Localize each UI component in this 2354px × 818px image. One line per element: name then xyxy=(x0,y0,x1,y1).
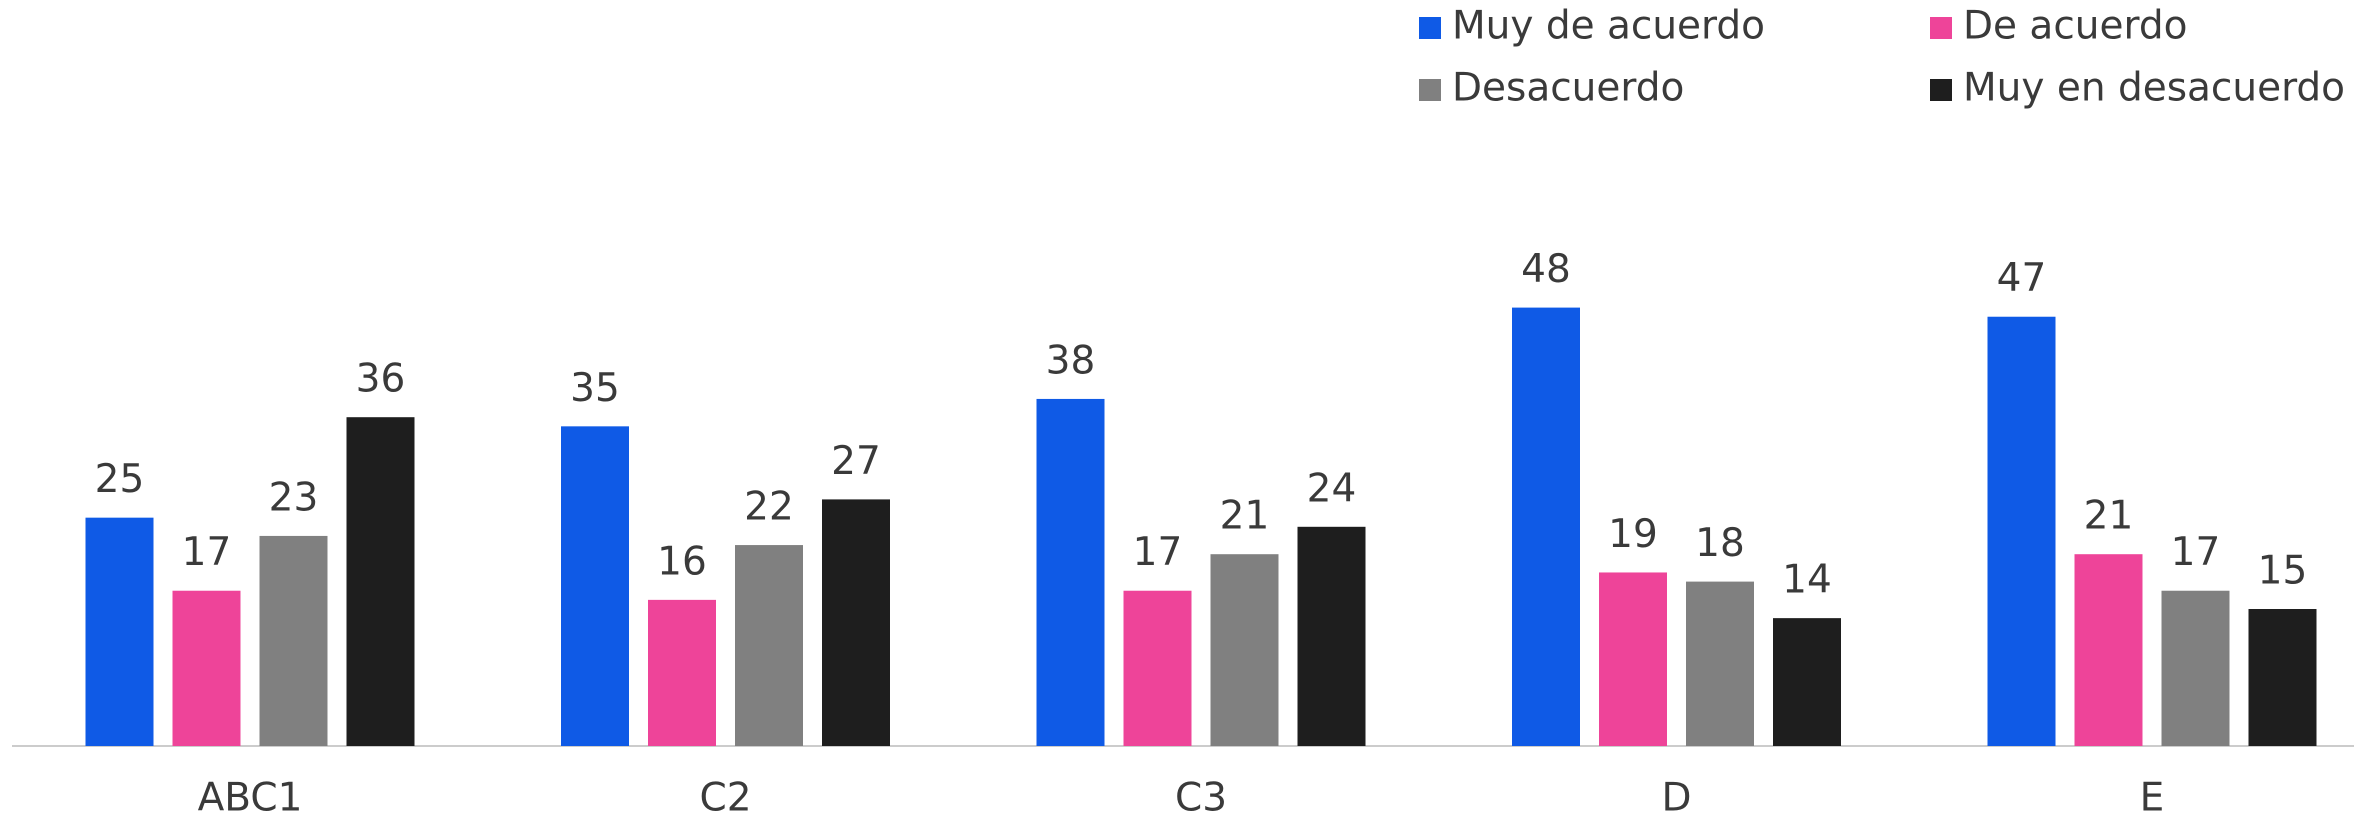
data-label: 27 xyxy=(831,439,881,484)
bar xyxy=(2248,609,2317,746)
bar xyxy=(2161,590,2230,746)
legend-label: De acuerdo xyxy=(1963,4,2187,49)
bar xyxy=(346,417,415,746)
x-tick-label: E xyxy=(2140,776,2165,818)
data-label: 17 xyxy=(2171,530,2221,575)
legend-swatch xyxy=(1930,17,1952,39)
x-tick-label: C3 xyxy=(1175,776,1227,818)
data-label: 22 xyxy=(744,485,794,530)
data-label: 47 xyxy=(1997,256,2047,301)
data-label: 15 xyxy=(2258,549,2308,594)
bar xyxy=(1123,590,1192,746)
bar xyxy=(1773,618,1841,746)
data-label: 25 xyxy=(95,457,145,502)
bar xyxy=(1036,398,1105,746)
data-label: 17 xyxy=(1133,530,1183,575)
x-tick-label: C2 xyxy=(699,776,751,818)
bar xyxy=(1987,316,2056,746)
data-label: 18 xyxy=(1695,521,1745,566)
x-tick-label: D xyxy=(1661,776,1691,818)
data-label: 21 xyxy=(2084,494,2134,539)
bar xyxy=(1297,526,1366,746)
legend-swatch xyxy=(1419,17,1441,39)
data-label: 19 xyxy=(1608,512,1658,557)
bar xyxy=(648,599,716,746)
legend-label: Muy de acuerdo xyxy=(1452,4,1765,49)
legend-label: Muy en desacuerdo xyxy=(1963,66,2345,111)
bar xyxy=(1686,581,1754,746)
data-label: 23 xyxy=(269,475,319,520)
legend-swatch xyxy=(1419,79,1441,101)
bar xyxy=(259,535,328,746)
legend-label: Desacuerdo xyxy=(1452,66,1684,111)
bar xyxy=(1512,307,1580,746)
data-label: 14 xyxy=(1782,558,1832,603)
data-label: 16 xyxy=(657,539,707,584)
data-label: 38 xyxy=(1046,338,1096,383)
data-label: 35 xyxy=(570,366,620,411)
bar xyxy=(2074,554,2143,746)
data-label: 36 xyxy=(356,357,406,402)
data-label: 24 xyxy=(1307,466,1357,511)
bar xyxy=(1210,554,1279,746)
bar xyxy=(85,517,154,746)
bar xyxy=(735,545,803,746)
bar xyxy=(822,499,890,746)
data-label: 17 xyxy=(182,530,232,575)
legend-swatch xyxy=(1930,79,1952,101)
x-tick-label: ABC1 xyxy=(198,776,303,818)
data-label: 48 xyxy=(1521,247,1571,292)
bar xyxy=(561,426,629,746)
bar xyxy=(172,590,241,746)
data-label: 21 xyxy=(1220,494,1270,539)
bar xyxy=(1599,572,1667,746)
